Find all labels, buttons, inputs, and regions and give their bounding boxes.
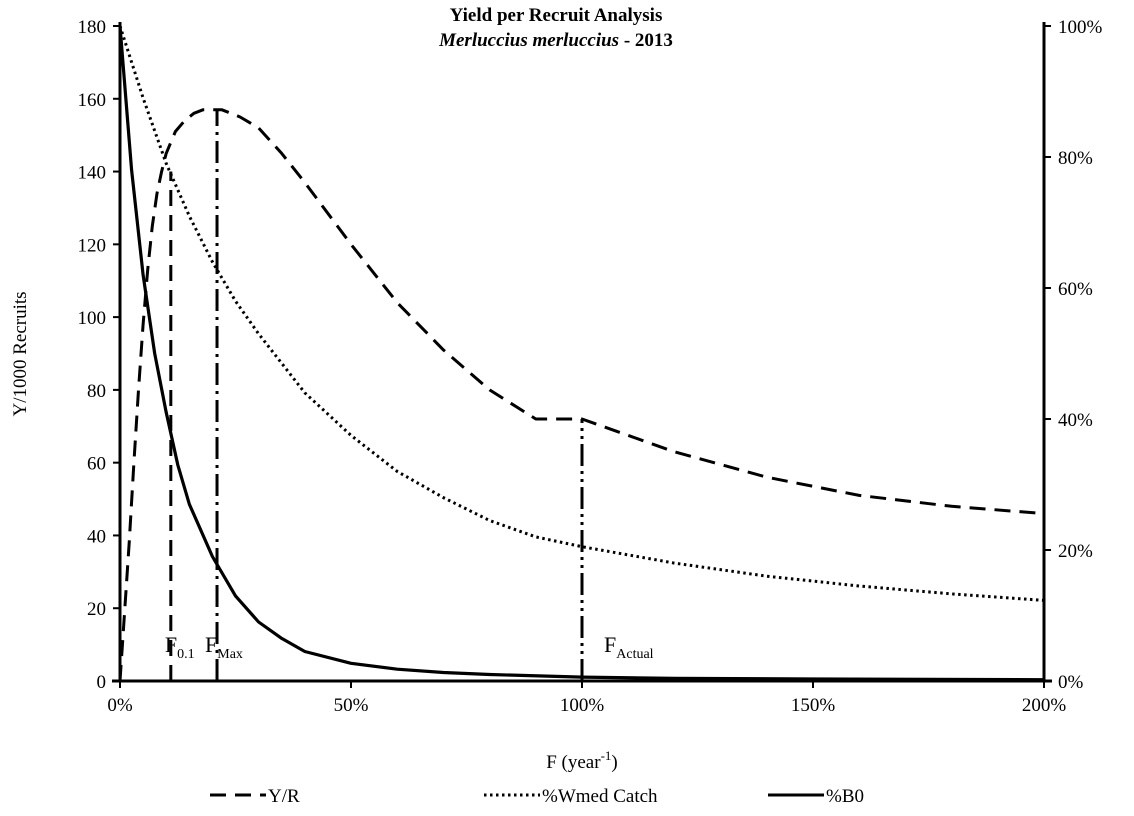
y2-tick-label-0: 0%: [1058, 672, 1084, 693]
x-tick-label-2: 100%: [560, 695, 605, 716]
reference-lines-layer: F0.1 FMax FActual: [165, 109, 654, 681]
y2-tick-label-5: 100%: [1058, 17, 1103, 38]
y-tick-label-2: 40: [87, 526, 106, 547]
y-tick-label-5: 100: [78, 308, 107, 329]
x-tick-label-4: 200%: [1022, 695, 1067, 716]
y-tick-label-8: 160: [78, 90, 107, 111]
subtitle-species: Merluccius merluccius: [438, 30, 619, 51]
legend-label-2: %B0: [826, 786, 864, 807]
y-tick-label-6: 120: [78, 235, 107, 256]
x-tick-label-3: 150%: [791, 695, 836, 716]
y-tick-label-0: 0: [97, 672, 107, 693]
subtitle-year: - 2013: [624, 30, 673, 51]
y2-tick-label-1: 20%: [1058, 541, 1093, 562]
legend-label-1: %Wmed Catch: [542, 786, 658, 807]
series-line-1: [118, 25, 1045, 602]
ref-label-1: FMax: [205, 632, 243, 662]
x-axis-title-close: ): [611, 752, 617, 773]
y2-tick-label-2: 40%: [1058, 410, 1093, 431]
y2-tick-label-4: 80%: [1058, 148, 1093, 169]
axes-layer: 0% 50% 100% 150% 200% 0 20 40 60 80 100 120 140 160 18…: [78, 17, 1103, 716]
x-axis-title: F (year-1): [546, 748, 618, 773]
chart-subtitle: Merluccius merluccius - 2013: [438, 30, 673, 51]
y2-tick-label-3: 60%: [1058, 279, 1093, 300]
ref-label-0: F0.1: [165, 632, 195, 662]
ref-label-2: FActual: [604, 632, 654, 662]
y-tick-label-9: 180: [78, 17, 107, 38]
series-line-0: [118, 108, 1045, 682]
y-tick-label-3: 60: [87, 454, 106, 475]
y-tick-label-7: 140: [78, 163, 107, 184]
x-tick-label-0: 0%: [107, 695, 133, 716]
x-axis-title-main: F (year: [546, 752, 601, 773]
series-line-2: [118, 25, 1045, 682]
y-axis-title: Y/1000 Recruits: [10, 291, 31, 416]
y-tick-label-1: 20: [87, 599, 106, 620]
legend-label-0: Y/R: [268, 786, 300, 807]
chart-title: Yield per Recruit Analysis: [450, 5, 663, 26]
x-tick-label-1: 50%: [334, 695, 369, 716]
x-axis-title-sup: -1: [601, 748, 612, 763]
y-tick-label-4: 80: [87, 381, 106, 402]
legend: Y/R %Wmed Catch %B0: [210, 786, 864, 807]
